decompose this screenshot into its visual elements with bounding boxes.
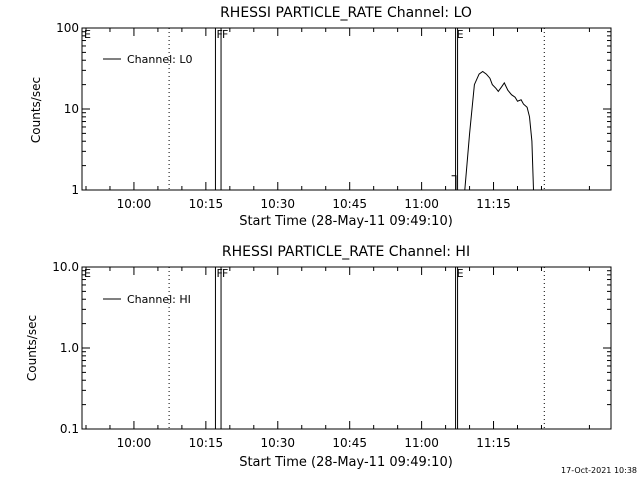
event-flag-label: F xyxy=(216,267,222,280)
x-tick-label: 10:45 xyxy=(332,197,367,211)
event-flag-label: E xyxy=(84,267,91,280)
y-tick-label: 1 xyxy=(71,183,79,197)
chart-panel-lo: RHESSI PARTICLE_RATE Channel: LO Counts/… xyxy=(29,5,612,229)
timestamp-footer: 17-Oct-2021 10:38 xyxy=(561,466,637,475)
plot-frame xyxy=(81,266,612,430)
x-tick-label: 10:15 xyxy=(189,436,224,450)
plot-frame xyxy=(81,27,612,191)
x-tick-label: 11:15 xyxy=(476,436,511,450)
x-tick-label: 11:00 xyxy=(404,436,439,450)
x-axis-label: Start Time (28-May-11 09:49:10) xyxy=(239,455,453,470)
y-tick-label: 0.1 xyxy=(60,422,79,436)
event-flag-label: F xyxy=(216,28,222,41)
x-axis-label: Start Time (28-May-11 09:49:10) xyxy=(239,214,453,229)
x-tick-label: 10:45 xyxy=(332,436,367,450)
chart-title: RHESSI PARTICLE_RATE Channel: LO xyxy=(220,5,472,21)
event-flag-label: E xyxy=(84,28,91,41)
chart-panel-hi: RHESSI PARTICLE_RATE Channel: HI Counts/… xyxy=(25,244,612,470)
legend-label: Channel: HI xyxy=(127,293,191,306)
axis-ticks: 0.1 1.0 10.0 10:00 10:15 10:30 10:45 11:00 11:15 xyxy=(52,260,611,450)
y-axis-label: Counts/sec xyxy=(29,77,43,143)
x-tick-label: 10:30 xyxy=(260,197,295,211)
x-tick-label: 11:00 xyxy=(404,197,439,211)
series-line xyxy=(451,70,534,191)
event-flag-label: F xyxy=(222,267,228,280)
event-flag-label: F xyxy=(222,28,228,41)
y-tick-label: 10 xyxy=(64,102,79,116)
y-tick-label: 100 xyxy=(56,21,79,35)
x-tick-label: 11:15 xyxy=(476,197,511,211)
y-tick-label: 10.0 xyxy=(52,260,79,274)
x-tick-label: 10:00 xyxy=(117,197,152,211)
chart-title: RHESSI PARTICLE_RATE Channel: HI xyxy=(222,244,470,260)
y-tick-label: 1.0 xyxy=(60,341,79,355)
x-tick-label: 10:00 xyxy=(117,436,152,450)
x-tick-label: 10:15 xyxy=(189,197,224,211)
series-lines xyxy=(451,70,534,191)
x-tick-label: 10:30 xyxy=(260,436,295,450)
y-axis-label: Counts/sec xyxy=(25,315,39,381)
event-flag-label: E xyxy=(457,28,464,41)
legend-label: Channel: L0 xyxy=(127,53,193,66)
event-flag-label: E xyxy=(457,267,464,280)
